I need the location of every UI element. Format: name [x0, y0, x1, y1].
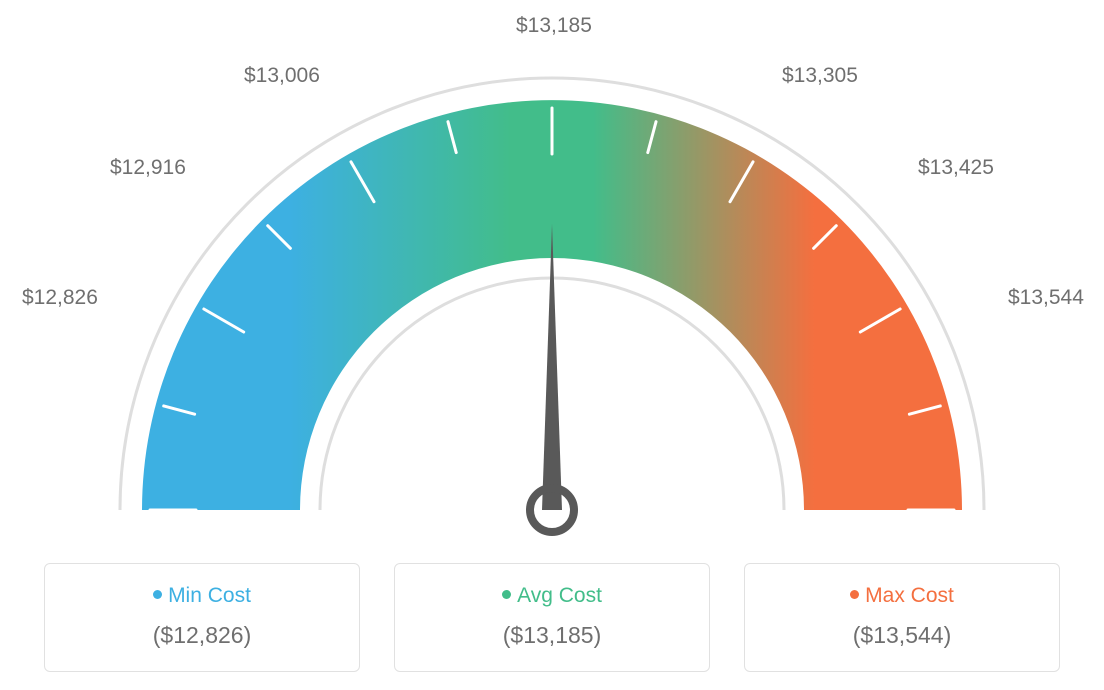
legend-card-min: Min Cost ($12,826): [44, 563, 360, 672]
gauge-tick-label: $12,826: [22, 286, 98, 310]
dot-icon: [502, 590, 511, 599]
legend-value: ($13,185): [405, 622, 699, 649]
legend-title-text: Max Cost: [865, 584, 954, 607]
dot-icon: [153, 590, 162, 599]
gauge-tick-label: $13,425: [918, 156, 994, 180]
legend-card-avg: Avg Cost ($13,185): [394, 563, 710, 672]
legend-title-text: Min Cost: [168, 584, 251, 607]
gauge-tick-label: $13,305: [782, 64, 858, 88]
dot-icon: [850, 590, 859, 599]
legend-value: ($13,544): [755, 622, 1049, 649]
gauge-tick-label: $13,006: [244, 64, 320, 88]
legend-value: ($12,826): [55, 622, 349, 649]
legend-title-text: Avg Cost: [517, 584, 602, 607]
gauge-svg: [0, 10, 1104, 550]
legend-title: Max Cost: [755, 584, 1049, 608]
gauge-tick-label: $12,916: [110, 156, 186, 180]
gauge-tick-label: $13,185: [516, 14, 592, 38]
legend-card-max: Max Cost ($13,544): [744, 563, 1060, 672]
legend-row: Min Cost ($12,826) Avg Cost ($13,185) Ma…: [0, 563, 1104, 672]
legend-title: Avg Cost: [405, 584, 699, 608]
legend-title: Min Cost: [55, 584, 349, 608]
gauge-tick-label: $13,544: [1008, 286, 1084, 310]
gauge-chart: $12,826 $12,916 $13,006 $13,185 $13,305 $13,4…: [0, 0, 1104, 540]
